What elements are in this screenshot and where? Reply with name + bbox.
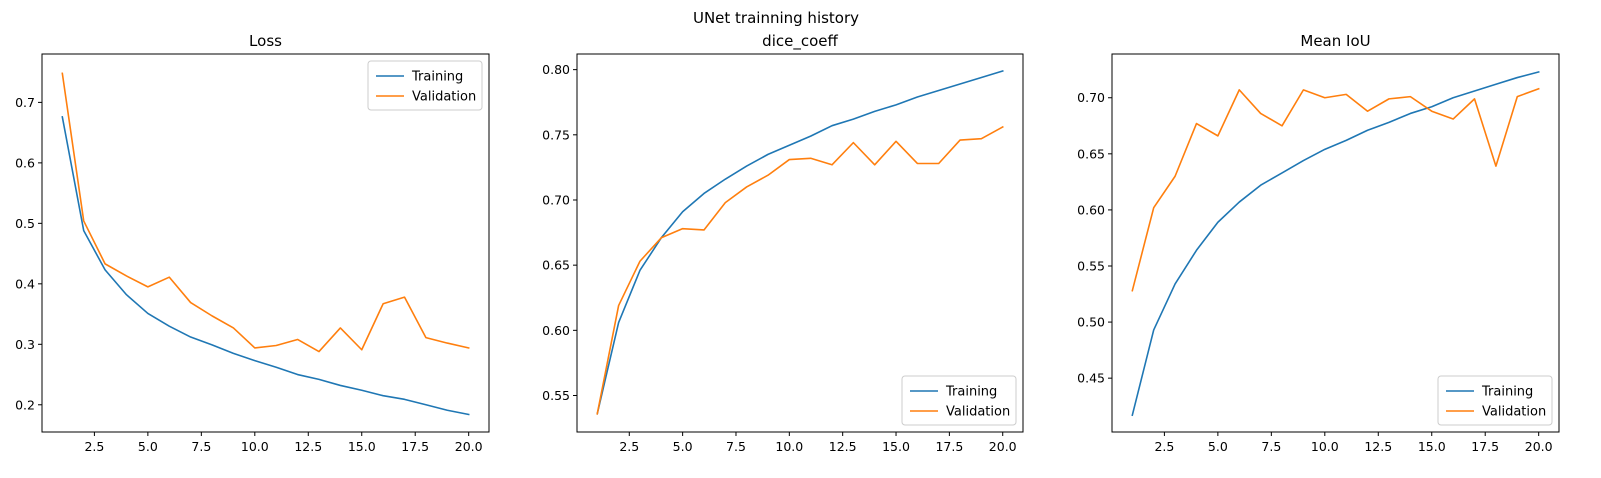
legend-label-validation: Validation	[1482, 405, 1546, 420]
subplot-title: Mean IoU	[1300, 32, 1370, 50]
y-tick-label: 0.65	[542, 258, 570, 273]
legend-label-training: Training	[1481, 385, 1533, 400]
subplot-title: dice_coeff	[762, 32, 838, 51]
y-tick-label: 0.5	[15, 216, 35, 231]
legend-label-training: Training	[411, 70, 463, 85]
x-tick-label: 15.0	[348, 439, 376, 454]
legend-label-validation: Validation	[946, 405, 1010, 420]
legend-box	[901, 375, 1017, 426]
legend: Training Validation	[901, 375, 1017, 426]
axes-frame	[1111, 53, 1560, 433]
y-tick-label: 0.70	[1077, 90, 1105, 105]
x-tick-label: 15.0	[882, 439, 910, 454]
y-tick-label: 0.55	[1077, 258, 1105, 273]
y-tick-label: 0.2	[15, 397, 35, 412]
y-tick-label: 0.65	[1077, 146, 1105, 161]
x-tick-label: 7.5	[726, 439, 746, 454]
series-line-validation	[596, 125, 1004, 415]
y-tick-label: 0.75	[542, 127, 570, 142]
y-tick-label: 0.45	[1077, 371, 1105, 386]
series-line-training	[61, 115, 470, 416]
x-tick-label: 17.5	[935, 439, 963, 454]
axes-frame	[576, 53, 1024, 433]
y-tick-label: 0.7	[15, 95, 35, 110]
y-tick-label: 0.70	[542, 192, 570, 207]
subplots: Loss 2.5 5.0 7.5 10.0 12.5 15.0 17.5 20.0 0.2 0.3 0…	[15, 32, 1560, 454]
y-tick-label: 0.4	[15, 276, 35, 291]
x-tick-label: 15.0	[1418, 439, 1446, 454]
y-tick-label: 0.55	[542, 388, 570, 403]
x-tick-label: 2.5	[619, 439, 639, 454]
series-line-training	[1131, 70, 1540, 417]
x-tick-label: 10.0	[775, 439, 803, 454]
x-tick-label: 12.5	[1364, 439, 1392, 454]
x-tick-label: 2.5	[1154, 439, 1174, 454]
series-line-validation	[61, 72, 470, 353]
legend: Training Validation	[1437, 375, 1553, 426]
x-tick-label: 7.5	[1261, 439, 1281, 454]
figure-suptitle: UNet trainning history	[693, 9, 859, 27]
subplot-2: dice_coeff 2.5 5.0 7.5 10.0 12.5 15.0 17.5 20.0 0…	[542, 32, 1024, 454]
legend-label-training: Training	[945, 385, 997, 400]
subplot-1: Loss 2.5 5.0 7.5 10.0 12.5 15.0 17.5 20.0 0.2 0.3 0…	[15, 32, 490, 454]
y-tick-label: 0.6	[15, 155, 35, 170]
legend-label-validation: Validation	[412, 90, 476, 105]
x-tick-label: 5.0	[1208, 439, 1228, 454]
x-tick-label: 17.5	[1471, 439, 1499, 454]
y-tick-label: 0.50	[1077, 315, 1105, 330]
x-tick-label: 12.5	[294, 439, 322, 454]
x-tick-label: 5.0	[138, 439, 158, 454]
x-tick-label: 20.0	[989, 439, 1017, 454]
x-tick-label: 20.0	[455, 439, 483, 454]
x-tick-label: 10.0	[1311, 439, 1339, 454]
legend-box	[367, 60, 483, 111]
x-tick-label: 2.5	[84, 439, 104, 454]
legend-box	[1437, 375, 1553, 426]
y-tick-label: 0.60	[542, 323, 570, 338]
x-tick-label: 20.0	[1525, 439, 1553, 454]
legend: Training Validation	[367, 60, 483, 111]
subplot-title: Loss	[249, 32, 282, 50]
x-tick-label: 17.5	[401, 439, 429, 454]
x-tick-label: 12.5	[829, 439, 857, 454]
y-tick-label: 0.80	[542, 62, 570, 77]
y-tick-label: 0.3	[15, 337, 35, 352]
series-line-training	[596, 69, 1004, 415]
series-line-validation	[1131, 87, 1540, 292]
y-tick-label: 0.60	[1077, 202, 1105, 217]
axes-frame	[41, 53, 490, 433]
x-tick-label: 7.5	[191, 439, 211, 454]
x-tick-label: 10.0	[241, 439, 269, 454]
x-tick-label: 5.0	[673, 439, 693, 454]
subplot-3: Mean IoU 2.5 5.0 7.5 10.0 12.5 15.0 17.5 20.0 0.4…	[1077, 32, 1560, 454]
